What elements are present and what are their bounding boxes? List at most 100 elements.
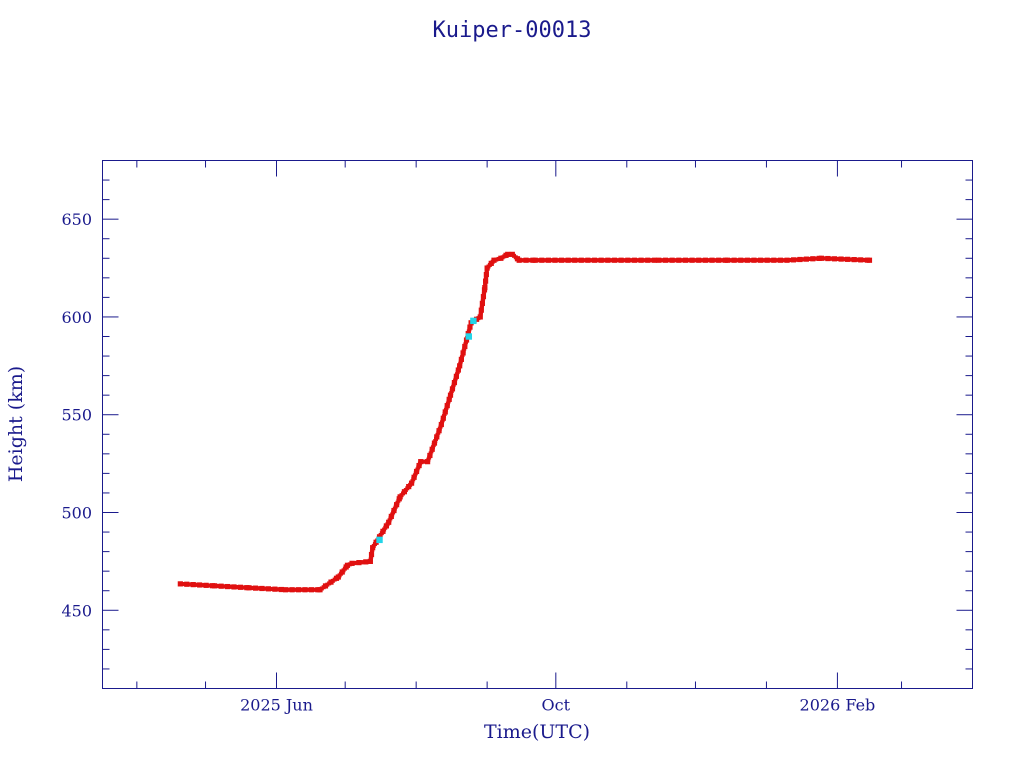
data-point: [442, 409, 448, 415]
data-point: [838, 256, 844, 262]
data-point: [272, 586, 278, 592]
y-tick-label: 500: [61, 504, 92, 523]
data-point: [436, 428, 442, 434]
axis-ticks: [102, 160, 973, 689]
data-point: [197, 582, 203, 588]
data-point: [283, 587, 289, 593]
data-point: [449, 386, 456, 392]
data-point: [311, 587, 316, 592]
data-point: [461, 348, 466, 353]
data-point: [665, 258, 670, 263]
data-point: [439, 420, 444, 425]
data-point: [591, 257, 598, 263]
data-point: [747, 258, 752, 263]
x-tick-label: 2026 Feb: [800, 696, 876, 715]
data-point: [535, 258, 540, 263]
data-point: [460, 350, 466, 356]
data-point: [268, 586, 273, 591]
data-point: [774, 258, 779, 263]
y-axis-label: Height (km): [5, 366, 27, 482]
data-point: [483, 278, 489, 284]
data-point: [594, 258, 599, 263]
data-point: [558, 257, 565, 263]
data-point: [572, 257, 578, 263]
data-point: [718, 258, 723, 263]
data-point: [429, 446, 435, 452]
data-point: [834, 256, 839, 261]
data-point: [440, 415, 446, 421]
data-point: [441, 414, 446, 419]
data-point: [352, 561, 357, 566]
data-point: [369, 550, 374, 555]
data-point: [689, 257, 695, 263]
y-tick-label: 600: [61, 308, 92, 327]
data-point: [771, 257, 777, 263]
data-point: [218, 583, 224, 589]
data-point: [797, 256, 803, 263]
data-point: [803, 256, 809, 262]
data-point: [237, 584, 244, 590]
plot-frame: [102, 160, 973, 689]
data-point: [240, 585, 245, 590]
data-point: [430, 445, 435, 450]
data-point: [252, 585, 259, 591]
data-point: [744, 257, 750, 263]
data-point: [702, 257, 708, 263]
data-point: [800, 257, 805, 262]
data-point: [777, 257, 784, 263]
data-point: [479, 300, 485, 307]
data-point: [434, 434, 440, 440]
data-point: [628, 258, 633, 263]
data-point: [806, 257, 811, 262]
data-point: [692, 258, 697, 263]
data-point: [841, 257, 846, 262]
data-point: [751, 257, 757, 263]
data-point: [231, 584, 237, 590]
data-point: [466, 329, 471, 334]
data-point: [186, 582, 191, 587]
data-point: [621, 258, 626, 263]
data-point: [453, 378, 458, 383]
data-point: [457, 363, 463, 369]
data-point: [447, 392, 454, 398]
data-point: [203, 582, 209, 588]
data-point: [698, 258, 703, 263]
data-point: [734, 258, 739, 263]
series-1: [376, 317, 477, 544]
x-tick-label: 2025 Jun: [240, 696, 313, 715]
data-point: [662, 257, 669, 263]
data-point: [292, 587, 297, 592]
data-point: [259, 585, 265, 592]
data-point: [255, 586, 260, 591]
data-point: [705, 258, 710, 263]
data-point: [831, 256, 838, 262]
data-point: [438, 421, 444, 428]
data-point: [760, 258, 765, 263]
data-point: [465, 333, 473, 340]
data-point: [359, 560, 364, 565]
data-point: [265, 586, 272, 592]
data-point: [738, 257, 744, 263]
data-point: [539, 257, 545, 263]
data-point: [611, 257, 618, 263]
data-point: [484, 270, 489, 275]
data-point: [433, 439, 438, 444]
data-point: [227, 584, 232, 589]
data-point: [608, 258, 613, 263]
data-point: [601, 258, 606, 263]
data-point: [696, 257, 702, 263]
data-point: [199, 583, 204, 588]
data-point: [431, 440, 438, 446]
data-point: [709, 257, 715, 263]
data-point: [588, 258, 593, 263]
data-point: [444, 403, 450, 409]
data-point: [479, 305, 484, 310]
data-point: [451, 384, 456, 389]
data-point: [308, 587, 315, 593]
data-point: [451, 379, 458, 386]
data-point: [483, 276, 488, 281]
data-point: [206, 583, 211, 588]
data-point: [425, 459, 431, 465]
data-point: [682, 257, 689, 263]
data-point: [669, 257, 675, 263]
